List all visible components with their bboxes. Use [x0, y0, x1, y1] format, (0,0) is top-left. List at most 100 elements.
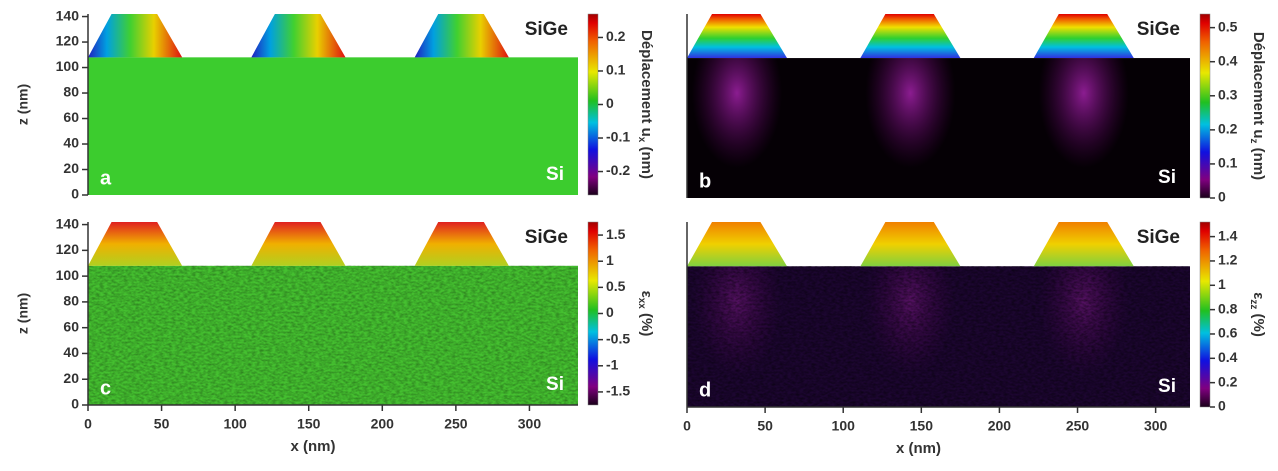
colorbar-tick-label: 0: [1218, 398, 1226, 414]
annotation: Si: [546, 374, 564, 395]
y-tick-label: 100: [56, 58, 80, 74]
colorbar-label: εzz (%): [1248, 292, 1267, 337]
y-tick-label: 40: [63, 135, 79, 151]
colorbar-tick-label: 0.4: [1218, 52, 1238, 68]
x-tick-label: 250: [444, 416, 468, 432]
colorbar-label-text: ε: [1250, 292, 1267, 299]
colorbar-tick-label: -0.1: [606, 129, 630, 145]
colorbar-tick-label: 0.1: [606, 62, 626, 78]
island: [88, 14, 183, 58]
colorbar-label-sub: x: [636, 137, 647, 143]
substrate: [88, 57, 578, 195]
island: [414, 222, 509, 266]
panel-label: a: [100, 167, 112, 189]
island: [687, 222, 787, 267]
colorbar-label-unit: (nm): [638, 142, 655, 179]
island: [860, 14, 961, 59]
annotation: SiGe: [525, 227, 568, 248]
x-tick-label: 50: [757, 418, 773, 434]
colorbar-tick-label: 0.2: [1218, 373, 1238, 389]
colorbar-tick-label: 0.2: [606, 28, 626, 44]
colorbar-label-sub: zz: [1248, 299, 1259, 309]
colorbar-tick-label: 0.4: [1218, 349, 1238, 365]
panel-label: c: [100, 377, 111, 399]
x-tick-label: 150: [297, 416, 321, 432]
colorbar-tick-label: 0.3: [1218, 86, 1238, 102]
y-tick-label: 20: [63, 370, 79, 386]
y-tick-label: 140: [56, 7, 80, 23]
colorbar: [587, 13, 599, 196]
x-tick-label: 100: [223, 416, 247, 432]
y-tick-label: 60: [63, 109, 79, 125]
x-axis-label: x (nm): [291, 438, 336, 455]
annotation: SiGe: [1137, 19, 1180, 40]
colorbar-tick-label: 0: [606, 95, 614, 111]
colorbar-tick-label: -1: [606, 356, 619, 372]
annotation: SiGe: [1137, 227, 1180, 248]
panel-label: b: [699, 170, 711, 192]
colorbar-label: Déplacement uz (nm): [1248, 32, 1267, 180]
y-tick-label: 60: [63, 318, 79, 334]
colorbar-tick-label: -0.2: [606, 162, 630, 178]
x-tick-label: 300: [1144, 418, 1168, 434]
colorbar-tick-label: 1.4: [1218, 227, 1238, 243]
colorbar: [1199, 221, 1211, 408]
x-tick-label: 200: [988, 418, 1012, 434]
annotation: Si: [1158, 167, 1176, 188]
colorbar-tick-label: 0.8: [1218, 300, 1238, 316]
colorbar-label-unit: (%): [1250, 309, 1267, 337]
y-tick-label: 100: [56, 267, 80, 283]
y-tick-label: 80: [63, 293, 79, 309]
x-axis-label: x (nm): [896, 440, 941, 457]
colorbar-label-text: Déplacement u: [638, 30, 655, 137]
y-tick-label: 140: [56, 215, 80, 231]
x-tick-label: 100: [832, 418, 856, 434]
island: [1033, 14, 1134, 59]
island: [251, 222, 346, 266]
y-tick-label: 0: [71, 396, 79, 412]
y-tick-label: 20: [63, 160, 79, 176]
island: [414, 14, 509, 58]
colorbar: [587, 221, 599, 406]
x-tick-label: 300: [518, 416, 542, 432]
texture: [88, 265, 578, 405]
colorbar-tick-label: 1.5: [606, 226, 626, 242]
x-tick-label: 150: [910, 418, 934, 434]
y-tick-label: 0: [71, 186, 79, 202]
texture: [687, 266, 1190, 407]
x-tick-label: 0: [683, 418, 691, 434]
y-tick-label: 120: [56, 241, 80, 257]
colorbar-label: Déplacement ux (nm): [636, 30, 655, 179]
colorbar-tick-label: 0.5: [1218, 18, 1238, 34]
colorbar-label-unit: (nm): [1250, 144, 1267, 181]
colorbar-tick-label: -1.5: [606, 383, 630, 399]
island: [88, 222, 183, 266]
colorbar: [1199, 13, 1211, 199]
y-axis-label: z (nm): [15, 293, 31, 334]
panel-label: d: [699, 379, 711, 401]
island: [687, 14, 787, 59]
colorbar-tick-label: 0.2: [1218, 121, 1238, 137]
colorbar-tick-label: 0.5: [606, 278, 626, 294]
x-tick-label: 50: [154, 416, 170, 432]
y-tick-label: 40: [63, 344, 79, 360]
colorbar-tick-label: 1: [606, 252, 614, 268]
colorbar-label-unit: (%): [638, 309, 655, 337]
y-tick-label: 80: [63, 84, 79, 100]
colorbar-tick-label: -0.5: [606, 330, 630, 346]
island: [251, 14, 346, 58]
colorbar-tick-label: 0: [1218, 189, 1226, 205]
colorbar-label-sub: z: [1248, 139, 1259, 144]
colorbar-tick-label: 0.1: [1218, 155, 1238, 171]
y-tick-label: 120: [56, 33, 80, 49]
colorbar-tick-label: 0.6: [1218, 325, 1238, 341]
island: [1033, 222, 1134, 267]
annotation: SiGe: [525, 19, 568, 40]
x-tick-label: 0: [84, 416, 92, 432]
colorbar-label-sub: xx: [636, 298, 647, 310]
colorbar-tick-label: 0: [606, 304, 614, 320]
colorbar-tick-label: 1.2: [1218, 252, 1238, 268]
colorbar-tick-label: 1: [1218, 276, 1226, 292]
x-tick-label: 200: [371, 416, 395, 432]
